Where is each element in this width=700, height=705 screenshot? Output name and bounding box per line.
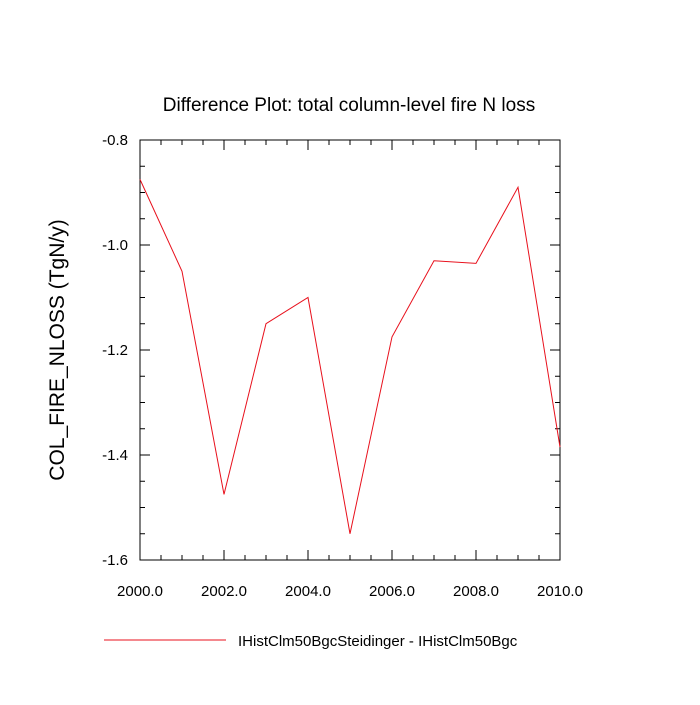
x-tick-label: 2000.0: [117, 583, 163, 600]
x-tick-label: 2006.0: [369, 583, 415, 600]
plot-border: [139, 139, 561, 561]
legend: IHistClm50BgcSteidinger - IHistClm50Bgc: [104, 633, 518, 650]
x-tick-label: 2008.0: [453, 583, 499, 600]
plot-frame: [139, 139, 561, 561]
y-tick-labels: -0.8 -1.0 -1.2 -1.4 -1.6: [102, 132, 128, 569]
series-layer: [139, 179, 561, 534]
x-tick-label: 2010.0: [537, 583, 583, 600]
series-line: [139, 179, 561, 534]
legend-label: IHistClm50BgcSteidinger - IHistClm50Bgc: [238, 633, 518, 650]
x-tick-labels: 2000.0 2002.0 2004.0 2006.0 2008.0 2010.0: [117, 583, 583, 600]
x-tick-label: 2002.0: [201, 583, 247, 600]
minor-ticks: [139, 139, 561, 561]
x-tick-label: 2004.0: [285, 583, 331, 600]
y-axis-label: COL_FIRE_NLOSS (TgN/y): [46, 219, 69, 480]
chart-title: Difference Plot: total column-level fire…: [163, 95, 535, 116]
y-tick-label: -1.2: [102, 342, 128, 359]
y-tick-label: -0.8: [102, 132, 128, 149]
y-tick-label: -1.4: [102, 447, 128, 464]
y-tick-label: -1.6: [102, 552, 128, 569]
y-tick-label: -1.0: [102, 237, 128, 254]
major-ticks: [139, 139, 561, 561]
